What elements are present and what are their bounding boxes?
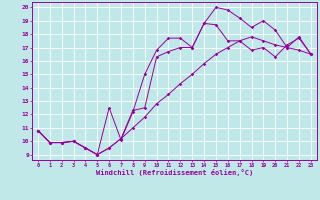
- X-axis label: Windchill (Refroidissement éolien,°C): Windchill (Refroidissement éolien,°C): [96, 169, 253, 176]
